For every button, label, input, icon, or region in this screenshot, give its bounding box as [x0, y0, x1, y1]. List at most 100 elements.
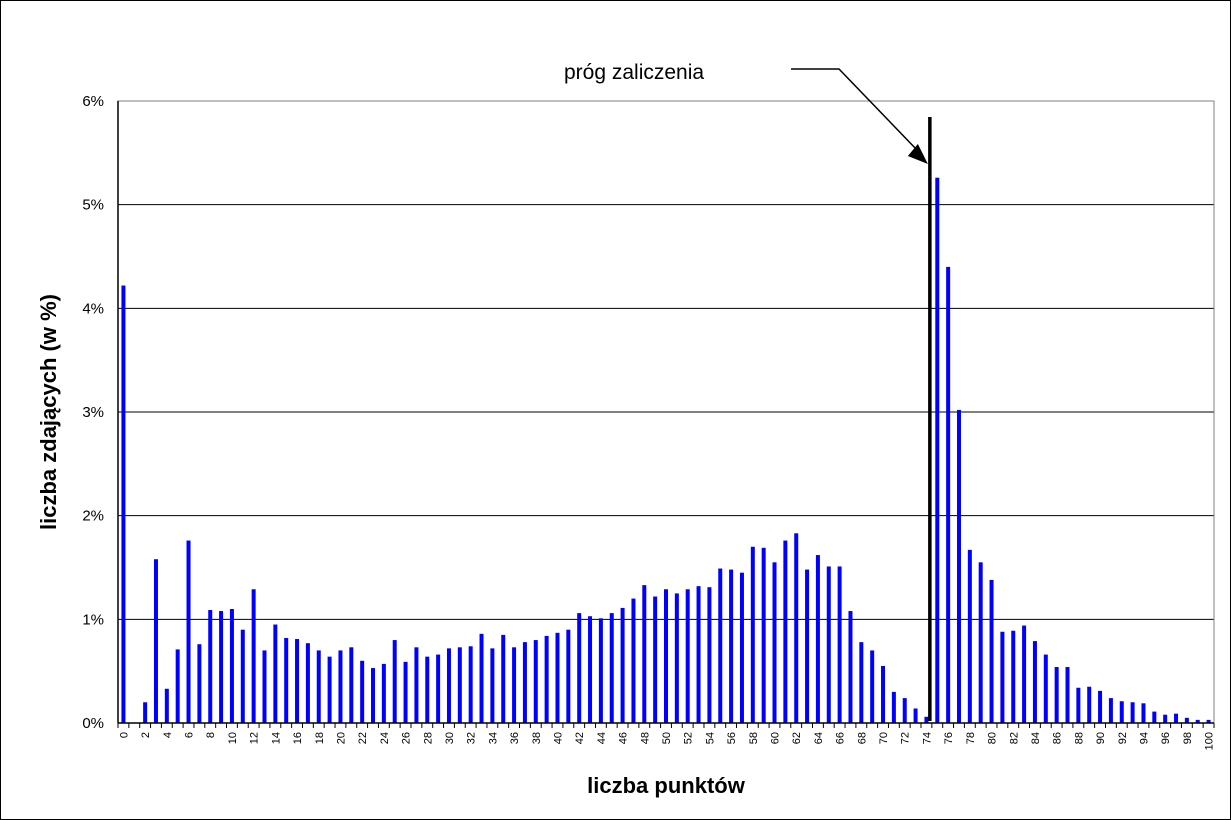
bar: [522, 642, 527, 723]
x-axis-ticks: [117, 723, 1215, 728]
bars: [121, 177, 1211, 723]
x-tick-label: 38: [531, 732, 543, 744]
bar: [794, 533, 799, 723]
bar: [870, 650, 875, 723]
bar: [1022, 625, 1027, 723]
x-tick-label: 66: [835, 732, 847, 744]
x-tick-label: 82: [1008, 732, 1020, 744]
bar: [642, 585, 647, 723]
y-tick-label: 3%: [82, 404, 104, 421]
bar: [924, 716, 929, 723]
x-tick-label: 52: [683, 732, 695, 744]
bar: [1141, 703, 1146, 723]
bar: [555, 632, 560, 723]
bar: [457, 647, 462, 723]
bar: [512, 647, 517, 723]
bar: [588, 616, 593, 723]
x-tick-label: 90: [1095, 732, 1107, 744]
bar: [978, 562, 983, 723]
bar: [381, 663, 386, 723]
x-tick-label: 48: [639, 732, 651, 744]
bar: [1065, 667, 1070, 723]
bar: [620, 607, 625, 723]
bar: [1174, 713, 1179, 723]
gridlines: [118, 100, 1214, 620]
x-tick-label: 70: [878, 732, 890, 744]
x-tick-label: 96: [1160, 732, 1172, 744]
bar: [967, 549, 972, 723]
x-tick-label: 22: [357, 732, 369, 744]
x-tick-label: 88: [1073, 732, 1085, 744]
threshold-pointer-line: [791, 68, 922, 155]
bar: [490, 648, 495, 723]
x-axis-tick-labels: 0 2 4 6 8 10 12 14 16 18 20 22 24 26 28 30 32 34 36 38 40 42 4…: [118, 732, 1215, 750]
x-tick-label: 8: [205, 732, 217, 738]
x-tick-label: 0: [118, 732, 130, 738]
bar: [251, 589, 256, 723]
bar: [1108, 698, 1113, 723]
bar: [208, 610, 213, 723]
bar: [284, 637, 289, 723]
bar: [501, 634, 506, 723]
bar: [653, 596, 658, 723]
y-tick-label: 2%: [82, 508, 104, 525]
bar: [761, 547, 766, 723]
bar: [935, 177, 940, 723]
bar: [1043, 654, 1048, 723]
y-axis-tick-labels: 0% 1% 2% 3% 4% 5% 6%: [82, 93, 104, 732]
bar: [479, 633, 484, 723]
bar: [1054, 667, 1059, 723]
x-tick-label: 6: [184, 732, 196, 738]
bar: [360, 660, 365, 723]
bar: [403, 661, 408, 723]
x-tick-label: 86: [1052, 732, 1064, 744]
y-axis-title: liczba zdających (w %): [36, 294, 61, 530]
x-tick-label: 46: [618, 732, 630, 744]
x-tick-label: 44: [596, 732, 608, 744]
bar: [229, 608, 234, 723]
x-tick-label: 72: [900, 732, 912, 744]
bar: [1011, 630, 1016, 723]
x-tick-label: 42: [574, 732, 586, 744]
x-tick-label: 84: [1030, 732, 1042, 744]
bar: [316, 650, 321, 723]
bar: [696, 586, 701, 723]
bar: [783, 540, 788, 723]
bar: [718, 568, 723, 723]
x-tick-label: 98: [1182, 732, 1194, 744]
bar: [121, 285, 126, 723]
bar: [305, 643, 310, 723]
bar: [436, 654, 441, 723]
bar: [175, 649, 180, 723]
bar: [577, 613, 582, 723]
x-tick-label: 58: [748, 732, 760, 744]
bar: [826, 566, 831, 723]
x-axis-title: liczba punktów: [587, 773, 746, 798]
bar: [913, 708, 918, 723]
bar: [327, 656, 332, 723]
bar: [815, 555, 820, 723]
bar: [946, 266, 951, 723]
x-tick-label: 64: [813, 732, 825, 744]
x-tick-label: 34: [487, 732, 499, 744]
bar: [1130, 702, 1135, 723]
threshold-arrow-icon: [907, 144, 928, 164]
bar: [414, 647, 419, 723]
x-tick-label: 60: [770, 732, 782, 744]
bar: [631, 598, 636, 723]
x-tick-label: 56: [726, 732, 738, 744]
bar: [468, 646, 473, 723]
bar: [164, 688, 169, 723]
x-tick-label: 100: [1204, 732, 1216, 750]
x-tick-label: 14: [270, 732, 282, 744]
bar: [533, 640, 538, 723]
bar: [349, 647, 354, 723]
bar: [1195, 719, 1200, 723]
bar: [1152, 711, 1157, 723]
bar: [186, 540, 191, 723]
x-tick-label: 16: [292, 732, 304, 744]
bar: [544, 635, 549, 723]
x-tick-label: 30: [444, 732, 456, 744]
